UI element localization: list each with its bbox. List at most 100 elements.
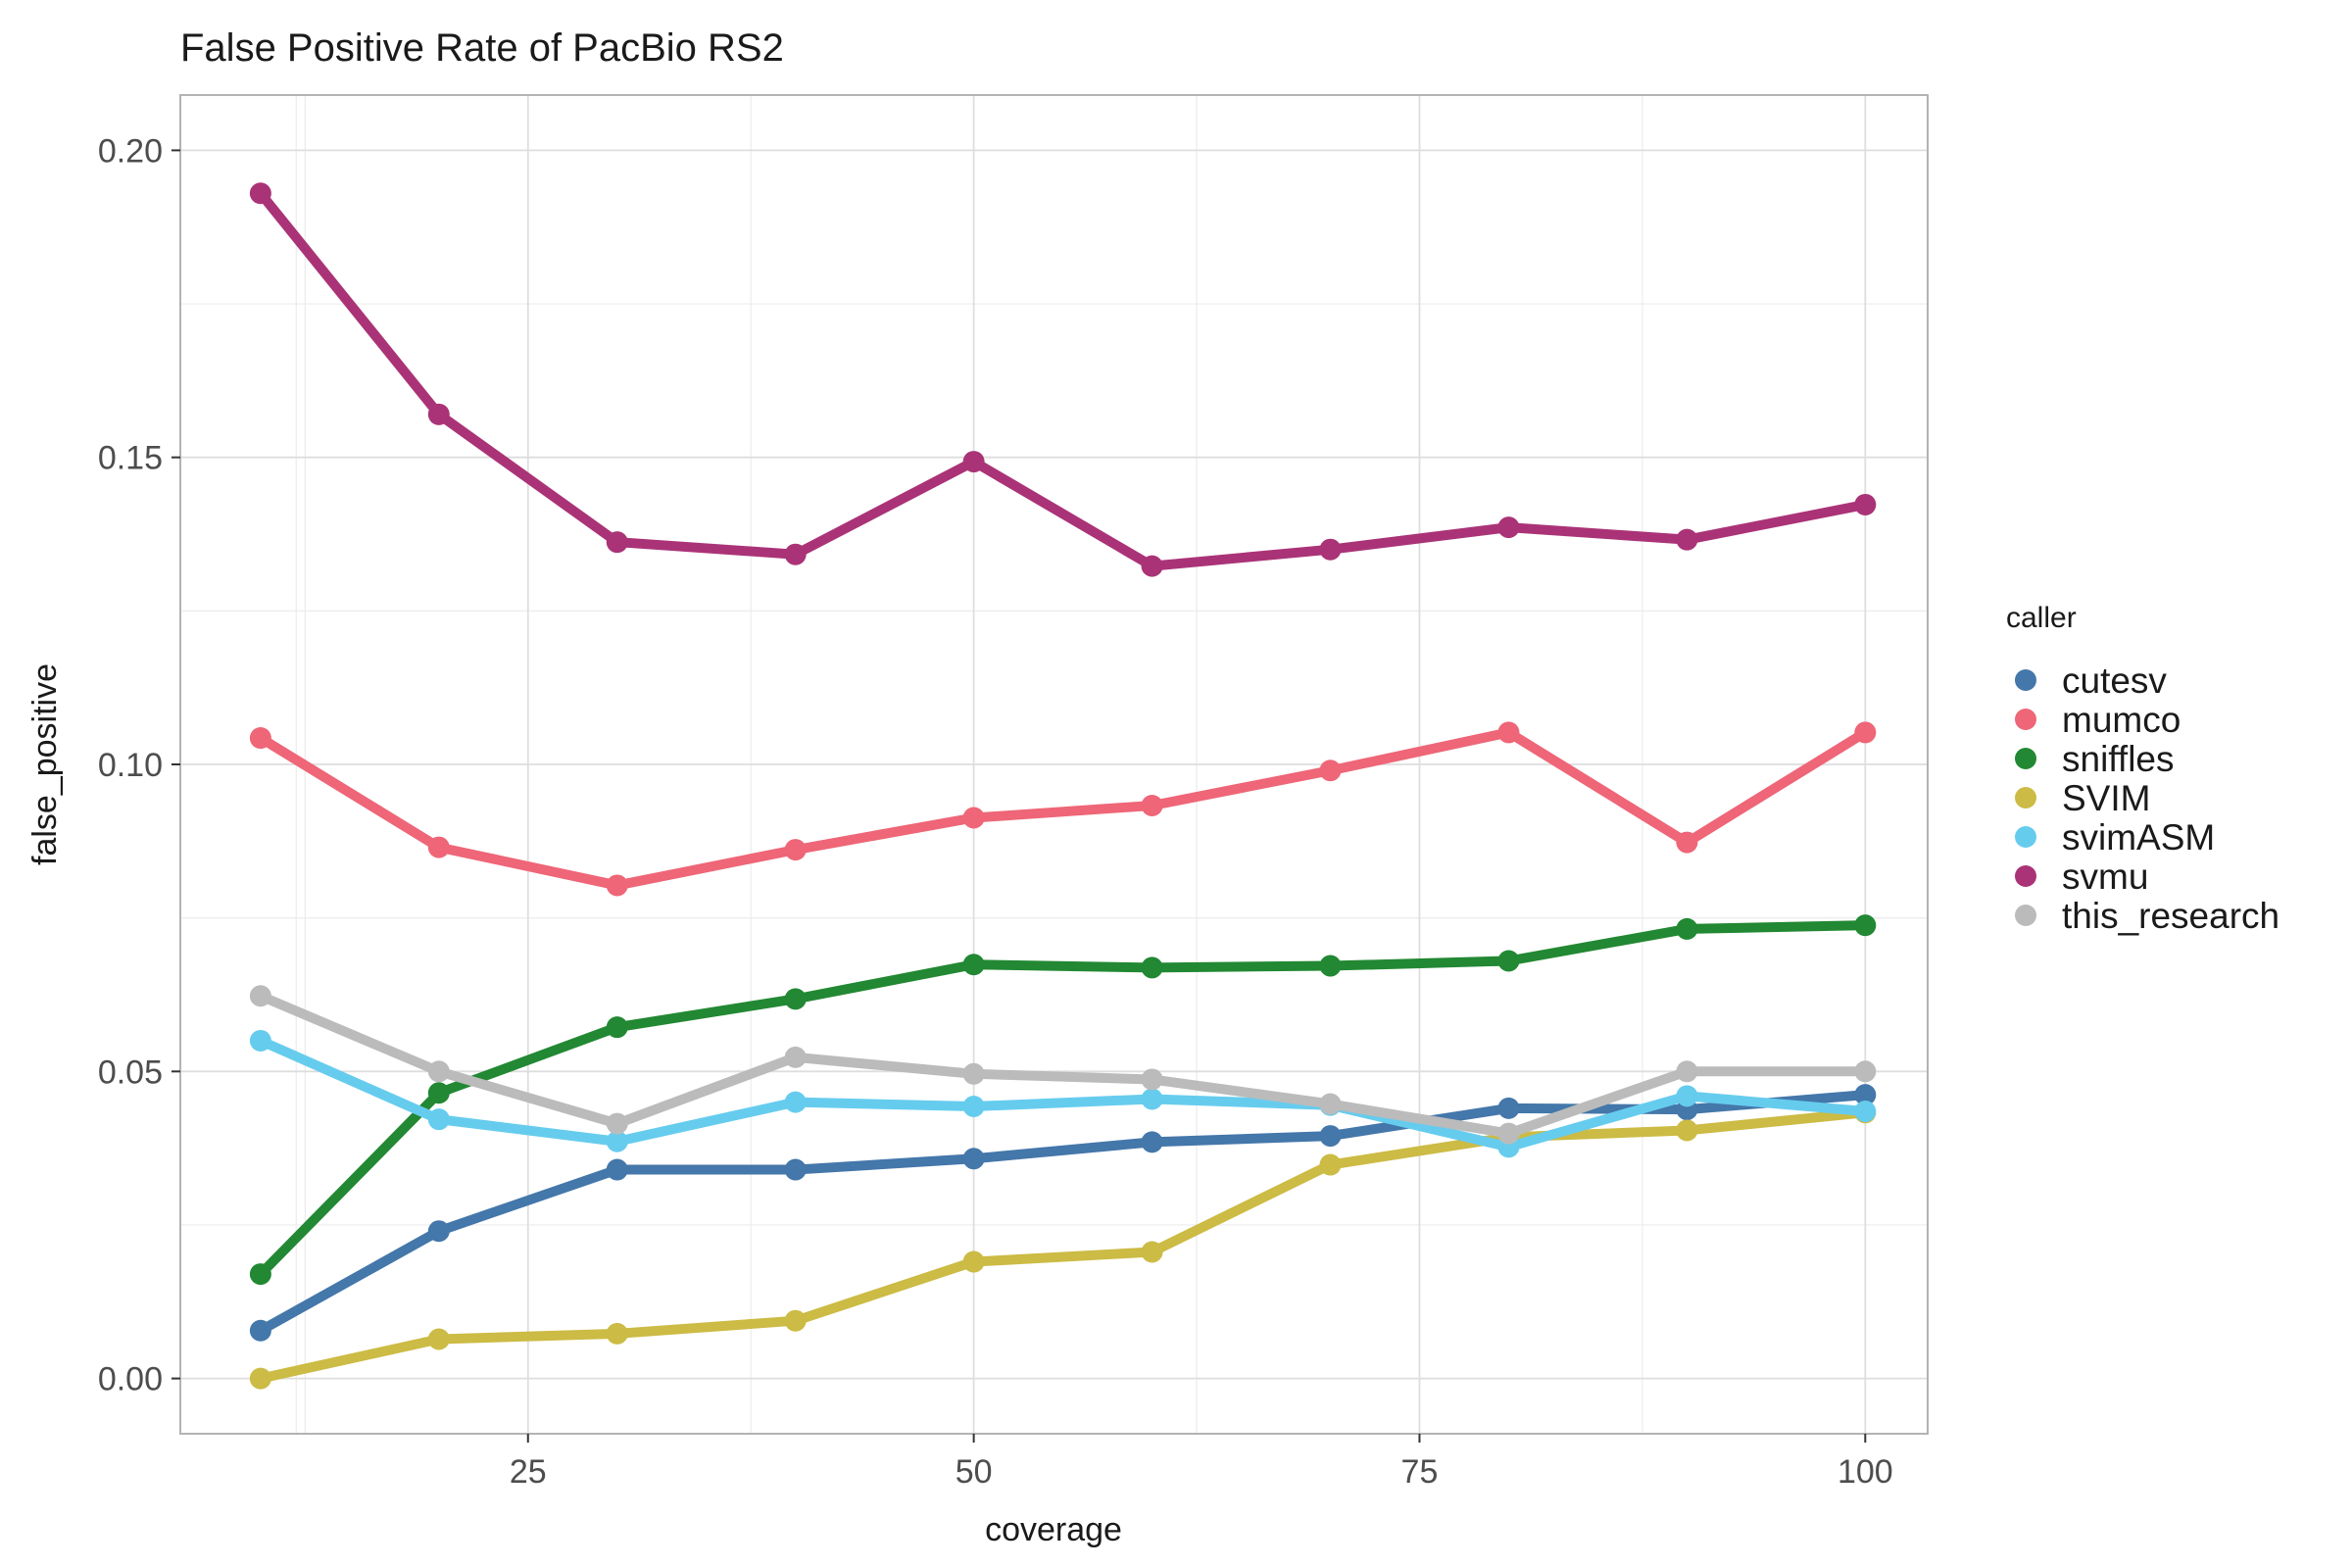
y-tick-label: 0.10 xyxy=(98,747,163,784)
y-axis-title: false_positive xyxy=(26,663,64,865)
series-line-sniffles xyxy=(255,920,1871,1280)
data-point-svimASM xyxy=(427,1108,450,1131)
legend-item-mumco: mumco xyxy=(2015,700,2180,740)
data-point-sniffles xyxy=(606,1016,628,1039)
series-svmu xyxy=(249,182,1877,577)
data-point-this_research xyxy=(1141,1068,1163,1091)
legend-item-svmu: svmu xyxy=(2015,857,2148,897)
data-point-sniffles xyxy=(427,1082,450,1104)
data-point-svmu xyxy=(427,403,450,425)
data-point-SVIM xyxy=(962,1250,985,1273)
data-point-mumco xyxy=(962,807,985,829)
series-line-cutesv xyxy=(255,1090,1871,1336)
major-gridlines xyxy=(180,95,1928,1434)
data-point-svimASM xyxy=(1854,1101,1877,1123)
data-point-svmu xyxy=(606,531,628,554)
x-tick-label: 100 xyxy=(1838,1453,1893,1491)
series-line-svimASM xyxy=(255,1035,1871,1152)
y-tick-label: 0.05 xyxy=(98,1054,163,1091)
data-point-cutesv xyxy=(1141,1131,1163,1153)
data-point-svmu xyxy=(1676,528,1698,551)
data-point-mumco xyxy=(1854,721,1877,744)
data-point-svimASM xyxy=(1676,1085,1698,1107)
data-point-svimASM xyxy=(606,1130,628,1152)
data-point-mumco xyxy=(1497,721,1520,744)
legend-title: caller xyxy=(2006,602,2077,634)
data-point-svmu xyxy=(249,182,271,205)
data-point-svimASM xyxy=(962,1096,985,1118)
data-point-SVIM xyxy=(1319,1153,1342,1176)
series-layer xyxy=(249,182,1877,1390)
data-point-cutesv xyxy=(1854,1084,1877,1106)
data-point-mumco xyxy=(1676,831,1698,854)
data-point-sniffles xyxy=(1141,956,1163,979)
legend-label-sniffles: sniffles xyxy=(2062,739,2175,779)
data-point-mumco xyxy=(1141,794,1163,816)
legend-label-cutesv: cutesv xyxy=(2062,661,2167,701)
data-point-mumco xyxy=(1319,760,1342,782)
data-point-cutesv xyxy=(962,1148,985,1170)
data-point-cutesv xyxy=(1319,1125,1342,1148)
data-point-this_research xyxy=(784,1046,807,1068)
data-point-mumco xyxy=(249,727,271,750)
data-point-svmu xyxy=(1319,538,1342,561)
chart-title: False Positive Rate of PacBio RS2 xyxy=(180,26,784,70)
data-point-sniffles xyxy=(962,954,985,976)
data-point-SVIM xyxy=(249,1367,271,1390)
series-this_research xyxy=(249,985,1877,1145)
legend-key-mumco xyxy=(2015,709,2036,730)
data-point-this_research xyxy=(1319,1093,1342,1115)
axis-tick-labels: 25 50 75 100 0.00 0.05 0.10 0.15 0.20 xyxy=(98,132,1893,1491)
legend-key-cutesv xyxy=(2015,669,2036,691)
legend-item-this_research: this_research xyxy=(2015,896,2279,936)
data-point-SVIM xyxy=(784,1309,807,1332)
data-point-sniffles xyxy=(249,1263,271,1286)
data-point-svimASM xyxy=(249,1029,271,1052)
data-point-mumco xyxy=(606,874,628,897)
data-point-this_research xyxy=(249,985,271,1007)
data-point-mumco xyxy=(784,839,807,861)
y-tick-label: 0.15 xyxy=(98,440,163,477)
data-point-svmu xyxy=(962,451,985,473)
data-point-sniffles xyxy=(1497,950,1520,972)
legend-key-svmu xyxy=(2015,865,2036,887)
series-line-svmu xyxy=(255,188,1871,571)
data-point-this_research xyxy=(962,1062,985,1085)
data-point-this_research xyxy=(1854,1060,1877,1083)
series-line-SVIM xyxy=(255,1107,1871,1384)
data-point-this_research xyxy=(606,1112,628,1135)
data-point-sniffles xyxy=(784,988,807,1010)
axis-ticks xyxy=(172,149,1867,1443)
data-point-cutesv xyxy=(427,1220,450,1243)
data-point-this_research xyxy=(427,1060,450,1083)
legend-key-sniffles xyxy=(2015,748,2036,769)
data-point-sniffles xyxy=(1854,914,1877,937)
data-point-svmu xyxy=(1497,516,1520,539)
legend-item-SVIM: SVIM xyxy=(2015,778,2150,818)
series-cutesv xyxy=(249,1084,1877,1342)
series-sniffles xyxy=(249,914,1877,1286)
data-point-cutesv xyxy=(784,1158,807,1181)
legend-label-svmu: svmu xyxy=(2062,857,2148,897)
data-point-svmu xyxy=(784,543,807,565)
x-tick-label: 50 xyxy=(956,1453,993,1491)
data-point-this_research xyxy=(1497,1122,1520,1145)
data-point-SVIM xyxy=(606,1322,628,1345)
data-point-svimASM xyxy=(1141,1088,1163,1110)
y-tick-label: 0.20 xyxy=(98,132,163,170)
data-point-sniffles xyxy=(1676,917,1698,940)
legend-key-SVIM xyxy=(2015,787,2036,808)
legend-label-svimASM: svimASM xyxy=(2062,817,2215,858)
data-point-sniffles xyxy=(1319,955,1342,977)
series-line-this_research xyxy=(255,991,1871,1139)
y-tick-label: 0.00 xyxy=(98,1361,163,1398)
legend: caller cutesvmumcosnifflesSVIMsvimASMsvm… xyxy=(2006,602,2279,936)
data-point-cutesv xyxy=(249,1319,271,1342)
legend-item-svimASM: svimASM xyxy=(2015,817,2215,858)
legend-label-SVIM: SVIM xyxy=(2062,778,2150,818)
legend-item-cutesv: cutesv xyxy=(2015,661,2167,701)
legend-key-this_research xyxy=(2015,905,2036,926)
data-point-svimASM xyxy=(784,1091,807,1113)
data-point-SVIM xyxy=(1141,1241,1163,1263)
